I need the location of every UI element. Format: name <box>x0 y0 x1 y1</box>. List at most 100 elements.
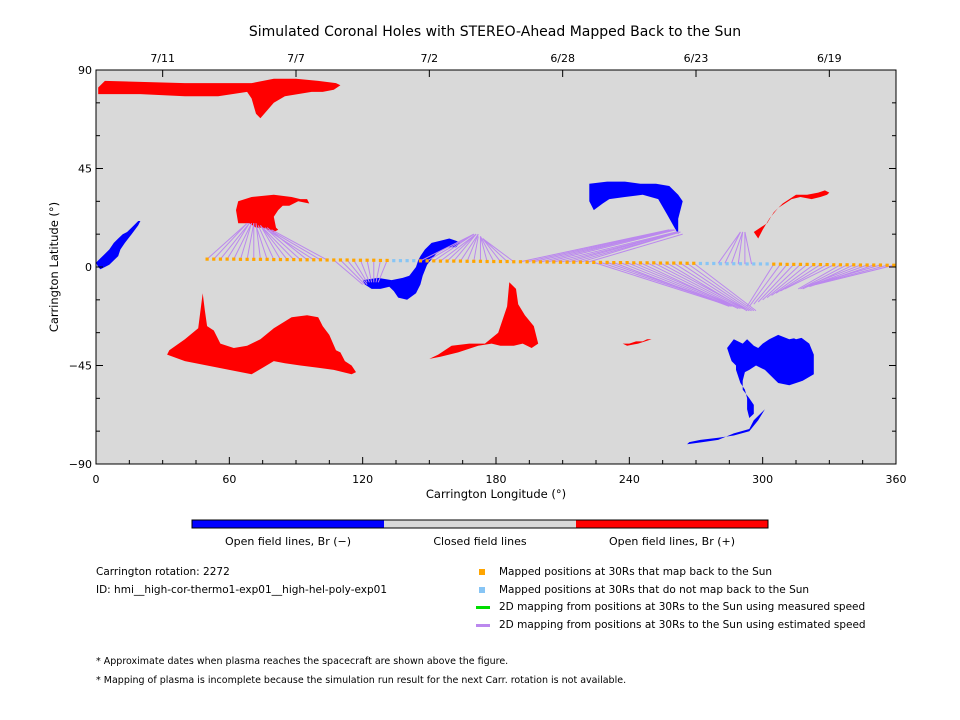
chart-title: Simulated Coronal Holes with STEREO-Ahea… <box>249 24 741 40</box>
estimated-mapping-line <box>482 238 501 262</box>
legend-estimated-swatch <box>476 623 490 627</box>
mapped-point <box>892 263 896 267</box>
unmapped-point <box>732 262 736 266</box>
mapped-point <box>338 258 343 262</box>
unmapped-point <box>725 262 729 266</box>
coronal-hole-positive-5 <box>753 190 830 239</box>
unmapped-point <box>738 262 743 266</box>
estimated-mapping-line <box>482 238 515 263</box>
mapped-point <box>532 260 536 264</box>
mapped-point <box>625 261 629 265</box>
mapped-point <box>272 257 276 262</box>
legend-not-mapped-swatch <box>479 587 485 593</box>
mapped-point <box>885 263 889 267</box>
estimated-mapping-line <box>433 233 475 262</box>
mapped-point <box>432 259 436 263</box>
unmapped-point <box>745 262 749 266</box>
estimated-mapping-line <box>771 264 815 296</box>
mapped-point <box>345 258 349 262</box>
mapped-point <box>818 262 823 267</box>
estimated-mapping-line <box>255 225 268 260</box>
mapped-point <box>805 262 809 266</box>
estimated-mapping-line <box>580 231 681 263</box>
coronal-hole-negative-7 <box>362 238 461 300</box>
estimated-mapping-line <box>640 262 739 310</box>
mapped-point <box>665 261 669 265</box>
top-date-label: 7/11 <box>150 52 175 65</box>
mapped-point <box>325 258 329 262</box>
mapped-point <box>845 263 849 267</box>
estimated-mapping-line <box>426 233 475 262</box>
estimated-mapping-line <box>377 260 388 283</box>
estimated-mapping-line <box>804 264 861 288</box>
top-date-label: 7/2 <box>420 52 438 65</box>
mapped-point <box>612 261 616 265</box>
estimated-mapping-line <box>473 236 479 262</box>
mapped-point <box>565 260 569 264</box>
unmapped-point <box>765 262 769 266</box>
mapped-point <box>232 257 236 261</box>
mapped-point <box>605 260 609 265</box>
coronal-hole-positive-4 <box>622 339 652 346</box>
estimated-mapping-line <box>346 259 368 285</box>
mapped-point <box>538 260 543 264</box>
coronal-hole-positive-0 <box>98 78 341 119</box>
run-id: ID: hmi__high-cor-thermo1-exp01__high-he… <box>96 584 388 596</box>
mapped-point <box>858 263 863 267</box>
estimated-mapping-line <box>264 227 301 261</box>
estimated-mapping-line <box>673 262 750 312</box>
estimated-mapping-line <box>271 229 328 261</box>
mapped-point <box>658 261 663 265</box>
y-tick-label: −45 <box>69 360 92 373</box>
top-date-label: 6/23 <box>684 52 709 65</box>
mapped-point <box>578 260 583 264</box>
estimated-mapping-line <box>766 263 808 299</box>
mapped-point <box>225 257 229 261</box>
unmapped-point <box>705 261 709 266</box>
estimated-mapping-line <box>213 222 248 260</box>
mapped-point <box>378 258 383 263</box>
mapped-point <box>465 259 469 263</box>
mapped-point <box>558 260 563 264</box>
estimated-mapping-line <box>784 264 834 290</box>
mapped-point <box>632 261 636 265</box>
mapped-point <box>505 259 509 264</box>
estimated-mapping-line <box>375 260 381 283</box>
unmapped-point <box>752 262 756 266</box>
mapped-point <box>332 258 336 262</box>
estimated-mapping-line <box>613 262 730 307</box>
estimated-mapping-line <box>233 223 253 260</box>
mapped-point <box>852 263 856 267</box>
carrington-rotation: Carrington rotation: 2272 <box>96 566 230 578</box>
mapped-point <box>358 258 363 262</box>
unmapped-point <box>392 259 396 263</box>
mapped-point <box>458 259 463 263</box>
plot-background <box>96 70 896 464</box>
x-tick-label: 60 <box>222 473 236 486</box>
y-tick-label: 90 <box>78 64 92 77</box>
colorbar-negative <box>192 520 384 528</box>
mapped-point <box>452 259 456 263</box>
mapped-point <box>305 258 309 262</box>
mapped-point <box>592 260 596 265</box>
mapped-point <box>285 257 289 262</box>
legend-measured: 2D mapping from positions at 30Rs to the… <box>476 601 865 613</box>
estimated-mapping-line <box>757 264 795 303</box>
unmapped-point <box>405 259 409 263</box>
x-tick-label: 180 <box>486 473 507 486</box>
mapped-point <box>312 258 316 262</box>
mapped-point <box>645 261 649 265</box>
estimated-mapping-line <box>717 231 741 264</box>
mapped-point <box>825 262 829 267</box>
mapped-point <box>298 258 303 262</box>
estimated-mapping-line <box>731 231 744 264</box>
estimated-mapping-line <box>653 262 743 310</box>
mapped-point <box>418 259 423 263</box>
top-date-label: 7/7 <box>287 52 305 65</box>
x-tick-label: 300 <box>752 473 773 486</box>
legend-mapped-swatch <box>479 569 485 575</box>
coronal-hole-regions <box>96 78 830 445</box>
unmapped-point <box>712 261 716 266</box>
mapped-point <box>518 260 523 264</box>
